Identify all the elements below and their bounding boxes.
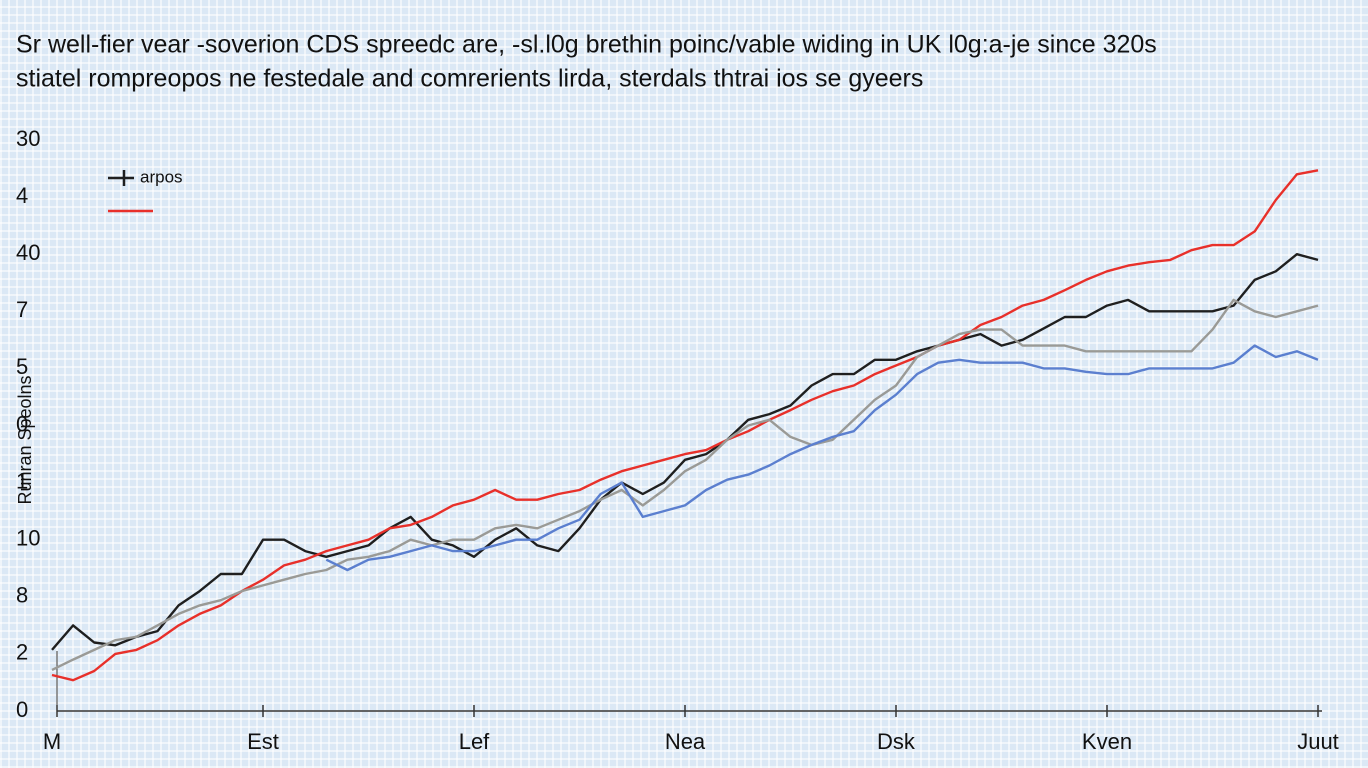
chart-title: Sr well-fier vear -soverion CDS spreedc … <box>16 31 1157 59</box>
x-tick-label: Dsk <box>877 729 916 754</box>
y-tick-label: 5 <box>16 354 28 379</box>
series-line <box>51 253 1319 651</box>
y-tick-label: 0 <box>16 411 28 436</box>
y-tick-label: 8 <box>16 583 28 608</box>
y-tick-label: 2 <box>16 640 28 665</box>
series-line <box>51 298 1319 671</box>
y-tick-label: 4 <box>16 183 28 208</box>
x-tick-label: Est <box>247 729 279 754</box>
y-tick-label: 1 <box>16 468 28 493</box>
x-tick-label: Juut <box>1297 729 1339 754</box>
x-tick-label: Lef <box>459 729 490 754</box>
x-tick-label: M <box>43 729 61 754</box>
x-tick-label: Kven <box>1082 729 1132 754</box>
y-tick-label: 30 <box>16 126 40 151</box>
y-axis-label: Runran Speolns <box>15 375 35 504</box>
legend-label: arpos <box>140 167 183 186</box>
y-tick-label: 40 <box>16 240 40 265</box>
x-tick-label: Nea <box>665 729 706 754</box>
series-line <box>51 169 1319 682</box>
chart-subtitle: stiatel rompreopos ne festedale and comr… <box>16 65 923 93</box>
y-tick-label: 10 <box>16 526 40 551</box>
y-tick-label: 7 <box>16 297 28 322</box>
series-line <box>325 344 1319 572</box>
y-tick-label: 0 <box>16 697 28 722</box>
